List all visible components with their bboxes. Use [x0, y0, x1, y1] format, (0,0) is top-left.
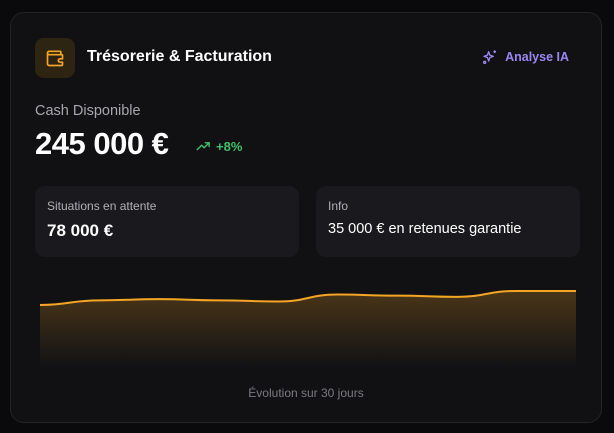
info-value: 35 000 € en retenues garantie — [328, 221, 522, 237]
ai-analysis-label: Analyse IA — [505, 50, 569, 64]
chart-area — [40, 291, 576, 368]
cash-value: 245 000 € — [35, 126, 169, 161]
info-label: Info — [328, 199, 349, 213]
info-card: Info 35 000 € en retenues garantie — [316, 186, 580, 257]
ai-analysis-button[interactable]: Analyse IA — [482, 49, 569, 65]
pending-situations-card: Situations en attente 78 000 € — [35, 186, 299, 257]
pending-value: 78 000 € — [47, 221, 114, 240]
treasury-card: Trésorerie & Facturation Analyse IA Cash… — [10, 12, 602, 423]
trend-badge: +8% — [196, 139, 242, 154]
chart-caption: Évolution sur 30 jours — [248, 386, 364, 400]
trending-up-icon — [196, 142, 210, 151]
cash-label: Cash Disponible — [35, 103, 141, 119]
wallet-icon — [35, 38, 75, 78]
trend-value: +8% — [216, 139, 243, 154]
cash-evolution-chart — [39, 290, 576, 368]
chart-line — [39, 290, 576, 306]
pending-label: Situations en attente — [47, 199, 157, 213]
sparkles-icon — [483, 50, 497, 64]
card-title: Trésorerie & Facturation — [87, 48, 272, 65]
